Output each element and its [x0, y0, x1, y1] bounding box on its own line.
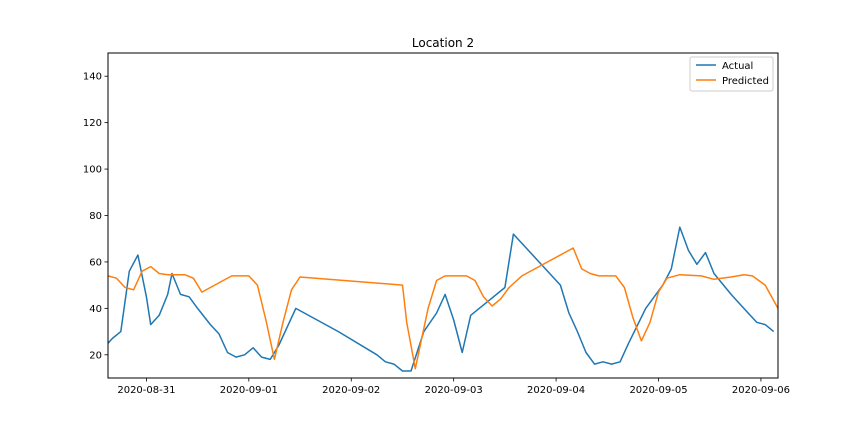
x-tick-label: 2020-09-02	[322, 385, 380, 396]
x-tick-label: 2020-09-05	[629, 385, 687, 396]
x-tick-label: 2020-08-31	[117, 385, 175, 396]
x-tick-label: 2020-09-04	[527, 385, 585, 396]
legend: Actual Predicted	[689, 56, 774, 92]
plot-frame	[107, 52, 779, 379]
x-tick-label: 2020-09-03	[425, 385, 483, 396]
y-tick-label: 80	[89, 211, 102, 222]
x-axis: 2020-08-31 2020-09-01 2020-09-02 2020-09-03…	[117, 378, 790, 396]
series-line-actual	[107, 226, 775, 372]
y-axis: 20 40 60 80 100 120 140	[83, 72, 108, 361]
legend-label-actual: Actual	[722, 61, 753, 72]
y-tick-label: 60	[89, 257, 102, 268]
legend-label-predicted: Predicted	[722, 76, 769, 87]
chart-title: Location 2	[412, 36, 474, 50]
y-tick-label: 120	[83, 118, 102, 129]
x-tick-label: 2020-09-06	[732, 385, 790, 396]
y-tick-label: 100	[83, 165, 102, 176]
series-layer	[107, 226, 779, 372]
series-line-predicted	[107, 247, 779, 370]
y-tick-label: 20	[89, 350, 102, 361]
x-tick-label: 2020-09-01	[220, 385, 278, 396]
y-tick-label: 40	[89, 304, 102, 315]
y-tick-label: 140	[83, 72, 102, 83]
